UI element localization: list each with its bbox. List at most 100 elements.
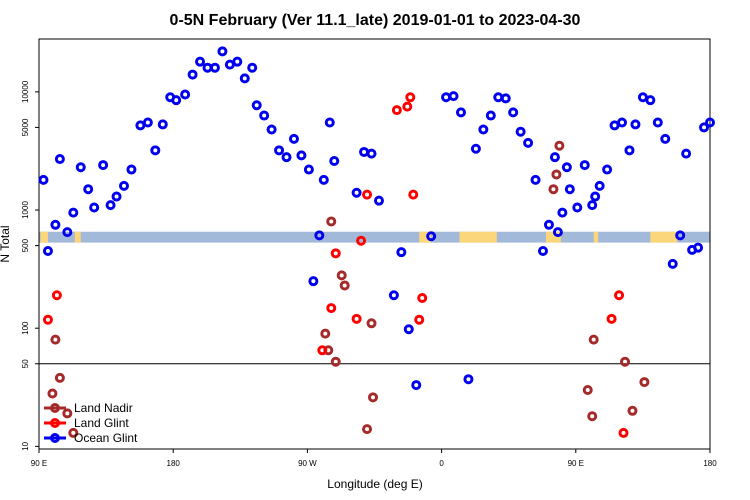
chart-title: 0-5N February (Ver 11.1_late) 2019-01-01… bbox=[170, 12, 581, 29]
ocean_glint-point bbox=[681, 148, 692, 159]
ocean_glint-point bbox=[54, 154, 65, 165]
ocean_glint-point bbox=[411, 380, 422, 391]
ocean_glint-point bbox=[303, 164, 314, 175]
ocean_glint-point bbox=[388, 290, 399, 301]
ocean_glint-point bbox=[705, 117, 715, 128]
ocean_glint-point bbox=[602, 164, 613, 175]
ocean_glint-point bbox=[351, 187, 362, 198]
ocean_glint-point bbox=[557, 207, 568, 218]
land_nadir-point bbox=[368, 392, 379, 403]
ocean_glint-point bbox=[98, 160, 109, 171]
ocean_glint-point bbox=[564, 184, 575, 195]
ocean_glint-point bbox=[142, 117, 153, 128]
plot-frame bbox=[38, 38, 711, 450]
land_nadir-point bbox=[582, 384, 593, 395]
ocean_glint-point bbox=[274, 145, 285, 156]
land_glint-point bbox=[402, 101, 413, 112]
ocean_glint-point bbox=[62, 227, 73, 238]
ocean_glint-point bbox=[195, 56, 206, 67]
land_nadir-point bbox=[554, 140, 565, 151]
ocean_glint-point bbox=[478, 124, 489, 135]
land_glint-point bbox=[317, 345, 328, 356]
ocean_glint-point bbox=[68, 207, 79, 218]
ocean_glint-point bbox=[180, 89, 191, 100]
x-tick-label: 180 bbox=[167, 459, 181, 468]
legend-label: Land Nadir bbox=[74, 401, 133, 415]
ocean_glint-point bbox=[135, 120, 146, 131]
land_nadir-point bbox=[362, 424, 373, 435]
ocean_glint-point bbox=[637, 92, 648, 103]
ocean_glint-point bbox=[396, 247, 407, 258]
ocean_glint-point bbox=[150, 145, 161, 156]
land-band-segment bbox=[650, 231, 678, 243]
ocean_glint-point bbox=[209, 62, 220, 73]
ocean_glint-point bbox=[373, 195, 384, 206]
ocean_glint-point bbox=[508, 107, 519, 118]
legend-marker bbox=[50, 403, 60, 413]
land_glint-point bbox=[391, 105, 402, 116]
ocean_glint-point bbox=[515, 126, 526, 137]
legend-marker bbox=[50, 418, 60, 428]
land-band-segment bbox=[40, 231, 48, 243]
x-tick-label: 180 bbox=[703, 459, 717, 468]
land-band-segment bbox=[419, 231, 432, 243]
ocean_glint-point bbox=[470, 143, 481, 154]
ocean_glint-point bbox=[693, 242, 704, 253]
land_glint-point bbox=[351, 313, 362, 324]
ocean_glint-point bbox=[590, 191, 601, 202]
y-axis-label: N Total bbox=[0, 225, 12, 262]
ocean_glint-point bbox=[645, 95, 656, 106]
ocean_glint-point bbox=[75, 162, 86, 173]
y-tick-label: 50 bbox=[21, 359, 30, 368]
land_glint-point bbox=[330, 248, 341, 259]
ocean_glint-point bbox=[318, 174, 329, 185]
land_nadir-point bbox=[50, 334, 61, 345]
ocean_glint-point bbox=[624, 145, 635, 156]
ocean_glint-point bbox=[617, 117, 628, 128]
land_nadir-point bbox=[339, 280, 350, 291]
ocean_glint-point bbox=[251, 100, 262, 111]
ocean_glint-point bbox=[549, 152, 560, 163]
land_glint-point bbox=[417, 293, 428, 304]
land_glint-point bbox=[614, 290, 625, 301]
y-tick-label: 100 bbox=[21, 321, 30, 335]
ocean_glint-point bbox=[587, 200, 598, 211]
land_glint-point bbox=[362, 189, 373, 200]
ocean_glint-point bbox=[530, 174, 541, 185]
ocean_glint-point bbox=[111, 191, 122, 202]
legend-label: Land Glint bbox=[74, 416, 129, 430]
ocean_glint-point bbox=[359, 146, 370, 157]
ocean_glint-point bbox=[572, 202, 583, 213]
y-tick-label: 5000 bbox=[21, 118, 30, 136]
ocean_glint-point bbox=[296, 150, 307, 161]
x-axis-label: Longitude (deg E) bbox=[327, 477, 422, 491]
ocean_glint-point bbox=[126, 164, 137, 175]
land_nadir-point bbox=[326, 216, 337, 227]
land_glint-point bbox=[618, 427, 629, 438]
ocean_glint-point bbox=[441, 92, 452, 103]
land_nadir-point bbox=[336, 270, 347, 281]
ocean_glint-point bbox=[314, 230, 325, 241]
land_nadir-series bbox=[47, 140, 650, 438]
land_glint-point bbox=[414, 314, 425, 325]
land_nadir-point bbox=[639, 377, 650, 388]
ocean_glint-point bbox=[157, 119, 168, 130]
ocean_glint-point bbox=[105, 200, 116, 211]
y-tick-label: 10 bbox=[21, 441, 30, 450]
ocean_glint-point bbox=[675, 230, 686, 241]
ocean_glint-point bbox=[652, 117, 663, 128]
ocean_glint-point bbox=[171, 95, 182, 106]
ocean_glint-point bbox=[493, 92, 504, 103]
y-tick-label: 1000 bbox=[21, 201, 30, 219]
land-band-segment bbox=[545, 231, 561, 243]
ocean_glint-point bbox=[667, 258, 678, 269]
plot-area: 90 E 180 90 W 0 90 E 180 10 50 100 500 1000 5000 100… bbox=[21, 38, 717, 468]
ocean_glint-point bbox=[579, 160, 590, 171]
ocean_glint-point bbox=[463, 374, 474, 385]
land_glint-point bbox=[326, 303, 337, 314]
ocean_glint-point bbox=[118, 180, 129, 191]
ocean_glint-point bbox=[324, 117, 335, 128]
ocean_glint-point bbox=[224, 59, 235, 70]
